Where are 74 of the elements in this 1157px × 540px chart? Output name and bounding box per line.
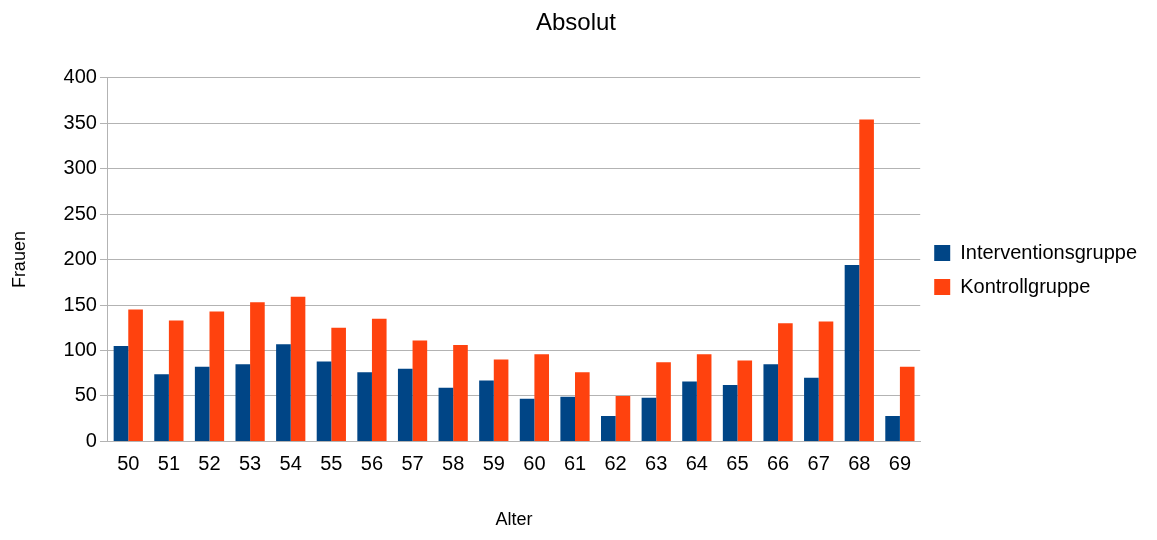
bar — [763, 364, 779, 441]
bar — [778, 323, 793, 441]
bar — [453, 345, 468, 441]
x-tick-label: 50 — [117, 451, 140, 474]
bar — [194, 366, 210, 441]
x-tick-label: 69 — [888, 451, 912, 474]
x-tick-label: 66 — [766, 451, 790, 474]
x-tick-label: 52 — [198, 451, 221, 474]
bar — [575, 372, 590, 441]
bar — [168, 320, 184, 441]
x-tick-label: 64 — [685, 451, 708, 474]
bar — [844, 265, 860, 441]
bar — [818, 321, 834, 441]
bar — [331, 327, 346, 441]
y-tick-label: 300 — [63, 156, 97, 179]
bar — [656, 362, 671, 441]
bar — [859, 119, 874, 441]
bar — [641, 397, 657, 441]
x-tick-label: 65 — [726, 451, 749, 474]
bar — [519, 398, 535, 441]
x-tick-label: 61 — [563, 451, 587, 474]
bar — [682, 381, 697, 441]
y-tick-label: 200 — [63, 247, 97, 270]
bar — [290, 296, 306, 441]
x-tick-label: 63 — [645, 451, 668, 474]
bar — [357, 372, 372, 441]
y-tick-label: 50 — [74, 383, 97, 406]
y-tick-label: 0 — [85, 428, 97, 451]
x-tick-label: 56 — [360, 451, 384, 474]
x-tick-label: 57 — [401, 451, 424, 474]
bar — [154, 374, 169, 441]
x-tick-label: 59 — [482, 451, 505, 474]
x-tick-label: 67 — [807, 451, 830, 474]
x-tick-label: 55 — [320, 451, 343, 474]
y-tick-label: 150 — [63, 292, 97, 315]
y-tick-label: 350 — [63, 110, 97, 133]
bar — [276, 344, 291, 441]
bar — [601, 415, 616, 441]
x-tick-label: 62 — [604, 451, 627, 474]
bar — [885, 415, 900, 441]
bar — [438, 387, 454, 441]
x-tick-label: 68 — [848, 451, 871, 474]
y-tick-label: 100 — [63, 338, 97, 361]
x-tick-label: 54 — [279, 451, 302, 474]
y-tick-label: 250 — [63, 201, 97, 224]
y-axis-title: Frauen — [8, 231, 29, 289]
bar — [737, 360, 753, 441]
bar — [316, 361, 332, 441]
bar — [250, 302, 265, 441]
bar — [397, 368, 413, 441]
bar — [560, 396, 576, 441]
bar — [113, 345, 129, 441]
x-tick-label: 51 — [157, 451, 181, 474]
bar — [722, 385, 738, 441]
bar — [804, 377, 819, 441]
x-axis-title: Alter — [495, 509, 533, 530]
bar — [479, 380, 494, 441]
bar — [696, 354, 712, 441]
bar — [615, 395, 631, 441]
bar — [371, 318, 387, 441]
bar — [493, 359, 509, 441]
legend-label: Interventionsgruppe — [960, 240, 1138, 263]
legend-label: Kontrollgruppe — [960, 274, 1091, 297]
x-tick-label: 58 — [442, 451, 465, 474]
bar — [412, 340, 428, 441]
bar — [209, 311, 225, 441]
y-tick-label: 400 — [63, 65, 97, 88]
bar — [899, 366, 915, 441]
x-tick-label: 60 — [523, 451, 546, 474]
x-tick-label: 53 — [238, 451, 262, 474]
chart-title: Absolut — [535, 8, 617, 36]
bar — [534, 354, 550, 441]
bar — [128, 309, 143, 441]
bar — [235, 364, 251, 441]
